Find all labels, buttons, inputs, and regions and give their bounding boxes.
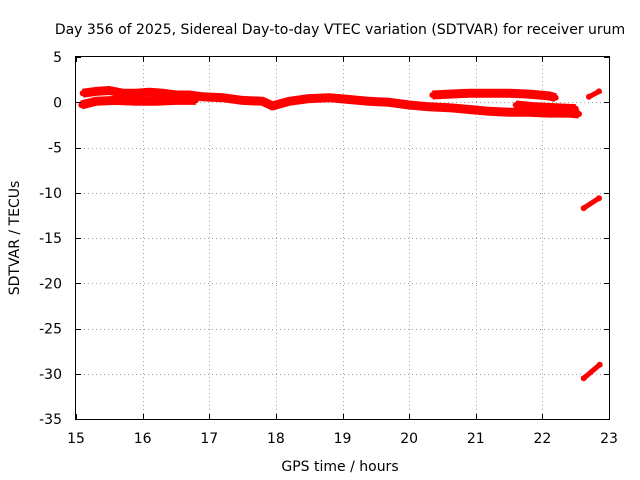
data-point <box>486 108 493 115</box>
data-point <box>366 98 373 105</box>
data-point <box>406 102 413 108</box>
data-point <box>133 90 139 97</box>
data-point <box>219 94 226 101</box>
data-point <box>580 375 587 382</box>
data-point <box>159 90 166 97</box>
data-point <box>172 97 179 104</box>
data-point <box>146 89 153 96</box>
data-point <box>93 88 99 95</box>
x-tick-label: 19 <box>334 431 352 447</box>
data-point <box>586 93 592 100</box>
data-point <box>506 109 513 116</box>
data-point <box>596 88 602 95</box>
data-point <box>386 99 393 106</box>
y-tick-label: -10 <box>39 186 62 202</box>
series-line-3 <box>432 88 557 103</box>
data-point <box>552 94 559 101</box>
y-tick-label: 5 <box>53 50 62 66</box>
y-tick-label: -30 <box>39 367 62 383</box>
data-point <box>199 93 206 100</box>
y-tick-labels: 5 0 -5 -10 -15 -20 -25 -30 -35 <box>39 50 62 428</box>
data-point <box>78 102 85 108</box>
x-tick-label: 16 <box>134 431 152 447</box>
data-point <box>446 91 453 98</box>
data-point <box>93 98 99 105</box>
x-tick-label: 23 <box>600 431 618 447</box>
data-point <box>133 98 139 105</box>
data-point <box>259 98 266 105</box>
data-point <box>429 92 436 98</box>
x-axis-title: GPS time / hours <box>281 459 398 475</box>
data-point <box>546 92 552 99</box>
data-point <box>532 103 539 110</box>
x-tick-label: 18 <box>267 431 285 447</box>
data-point <box>286 98 293 105</box>
plot-frame <box>75 56 610 420</box>
data-point <box>580 205 587 212</box>
series-line-4 <box>515 100 576 114</box>
series-line-6 <box>582 196 601 211</box>
x-tick-label: 20 <box>400 431 418 447</box>
data-point <box>346 96 353 103</box>
y-tick-label: -15 <box>39 231 62 247</box>
y-axis-title: SDTVAR / TECUs <box>7 181 23 296</box>
data-point <box>113 97 119 104</box>
data-point <box>596 361 603 368</box>
data-point <box>446 104 453 111</box>
data-point <box>572 105 579 112</box>
y-tick-label: -35 <box>39 412 62 428</box>
x-tick-labels: 15 16 17 18 19 20 21 22 23 <box>67 431 618 447</box>
x-tick-label: 21 <box>467 431 485 447</box>
x-tick-label: 15 <box>67 431 85 447</box>
data-point <box>466 106 473 113</box>
y-tick-label: -5 <box>48 141 62 157</box>
y-tick-label: -25 <box>39 322 62 338</box>
x-tick-label: 17 <box>200 431 218 447</box>
data-series <box>78 86 603 382</box>
data-point <box>106 87 113 94</box>
data-point <box>596 195 602 202</box>
data-point <box>466 90 473 97</box>
data-point <box>79 90 86 97</box>
y-tick-label: -20 <box>39 276 62 292</box>
data-point <box>512 102 519 108</box>
axis-ticks <box>76 57 610 420</box>
data-point <box>326 94 333 101</box>
data-point <box>486 90 493 97</box>
data-point <box>306 95 313 102</box>
y-tick-label: 0 <box>53 95 62 111</box>
data-point <box>119 90 126 97</box>
data-point <box>506 90 513 97</box>
chart-title: Day 356 of 2025, Sidereal Day-to-day VTE… <box>55 22 625 38</box>
data-point <box>269 102 276 109</box>
x-tick-label: 22 <box>533 431 551 447</box>
data-point <box>576 111 582 117</box>
data-point <box>426 103 433 110</box>
data-point <box>192 97 199 104</box>
series-line-7 <box>582 362 602 381</box>
data-point <box>526 91 533 98</box>
data-point <box>552 104 559 111</box>
data-point <box>239 97 246 104</box>
data-point <box>152 98 159 105</box>
